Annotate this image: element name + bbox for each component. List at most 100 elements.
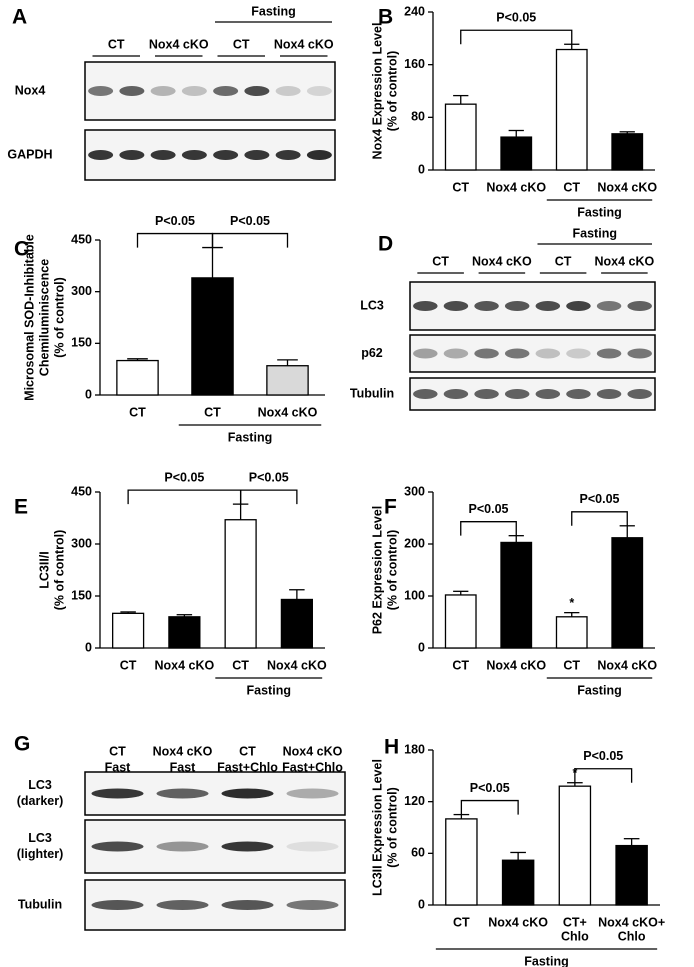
y-tick-label: 450: [71, 484, 92, 498]
y-tick-label: 100: [404, 588, 425, 602]
blot-band: [244, 150, 270, 160]
y-axis-label: (% of control): [385, 787, 399, 868]
blot-band: [474, 348, 499, 359]
x-tick-label: Nox4 cKO: [486, 180, 546, 194]
bar: [168, 616, 201, 649]
blot-band: [181, 86, 207, 96]
blot-band: [535, 301, 561, 311]
y-tick-label: 150: [71, 336, 92, 350]
x-tick-label: Nox4 cKO: [486, 658, 546, 672]
significance-bracket: [211, 232, 289, 248]
x-tick-label: CT: [452, 658, 469, 672]
blot-band: [119, 150, 145, 160]
lane-label: Fast: [170, 760, 197, 774]
annotation: *: [569, 596, 574, 610]
lane-label: Nox4 cKO: [472, 254, 532, 268]
blot-band: [566, 348, 591, 359]
blot-group-label: Fasting: [573, 226, 617, 240]
blot-band: [150, 86, 176, 96]
blot-band: [244, 86, 270, 96]
x-tick-label: Nox4 cKO: [597, 658, 657, 672]
significance-label: P<0.05: [164, 470, 204, 484]
blot-band: [156, 900, 209, 910]
x-tick-label: CT: [563, 180, 580, 194]
bar: [558, 785, 592, 906]
blot-band: [156, 841, 209, 852]
bar: [611, 133, 644, 171]
blot-band: [119, 86, 145, 96]
blot-band: [286, 788, 339, 799]
row-label: (lighter): [17, 847, 64, 861]
y-tick-label: 80: [411, 110, 425, 124]
row-label: LC3: [360, 298, 384, 312]
lane-label: Nox4 cKO: [149, 37, 209, 51]
blot-band: [275, 86, 301, 96]
panel-letter: C: [14, 238, 29, 261]
blot-band: [306, 86, 332, 96]
blot-band: [286, 841, 339, 852]
lane-label: CT: [109, 744, 126, 758]
x-tick-label: CT: [120, 658, 137, 672]
panel-letter: E: [14, 496, 28, 519]
blot-band: [91, 900, 144, 910]
significance-bracket: [460, 521, 517, 536]
blot-band: [275, 150, 301, 160]
blot-band: [443, 348, 469, 359]
group-label: Fasting: [524, 954, 568, 967]
blot-band: [504, 389, 530, 399]
bar: [445, 818, 478, 906]
y-tick-label: 0: [418, 162, 425, 176]
blot-band: [596, 301, 622, 311]
row-label: LC3: [28, 778, 52, 792]
blot-band: [413, 301, 438, 311]
y-axis-label: (% of control): [385, 51, 399, 132]
bar: [116, 359, 159, 396]
lane-label: CT: [555, 254, 572, 268]
x-tick-label: Chlo: [561, 929, 589, 943]
group-label: Fasting: [228, 430, 272, 444]
blot-band: [213, 86, 239, 96]
row-label: GAPDH: [7, 147, 52, 161]
y-tick-label: 200: [404, 536, 425, 550]
row-label: Nox4: [15, 83, 46, 97]
blot-band: [596, 389, 622, 399]
y-axis-label: LC3II/I: [37, 551, 51, 589]
blot-band: [627, 301, 652, 311]
y-tick-label: 240: [404, 4, 425, 18]
bar: [224, 519, 257, 649]
x-tick-label: CT+: [563, 915, 587, 929]
y-tick-label: 450: [71, 232, 92, 246]
lane-label: Nox4 cKO: [153, 744, 213, 758]
blot-group-label: Fasting: [251, 4, 295, 18]
blot-band: [150, 150, 176, 160]
x-tick-label: Nox4 cKO: [488, 915, 548, 929]
lane-label: Nox4 cKO: [595, 254, 655, 268]
bar: [191, 277, 234, 396]
significance-bracket: [127, 489, 242, 505]
significance-label: P<0.05: [230, 214, 270, 228]
blot-band: [535, 348, 561, 359]
blot-band: [443, 389, 469, 399]
y-tick-label: 120: [404, 794, 425, 808]
blot-band: [627, 389, 652, 399]
panel-letter: F: [384, 496, 397, 519]
significance-bracket: [571, 511, 628, 526]
lane-label: CT: [233, 37, 250, 51]
row-label: LC3: [28, 831, 52, 845]
blot-band: [627, 348, 652, 359]
blot-band: [566, 301, 591, 311]
y-axis-label: (% of control): [385, 530, 399, 611]
y-axis-label: Chemiluminiscence: [37, 259, 51, 376]
y-axis-label: Nox4 Expression Level: [370, 23, 384, 160]
significance-bracket: [239, 489, 298, 505]
blot-band: [504, 348, 530, 359]
blot-band: [221, 788, 274, 799]
blot-band: [474, 301, 499, 311]
blot-band: [181, 150, 207, 160]
blot-band: [535, 389, 561, 399]
x-tick-label: Nox4 cKO: [258, 405, 318, 419]
lane-label: CT: [239, 744, 256, 758]
significance-bracket: [574, 768, 633, 783]
bar: [615, 844, 648, 906]
